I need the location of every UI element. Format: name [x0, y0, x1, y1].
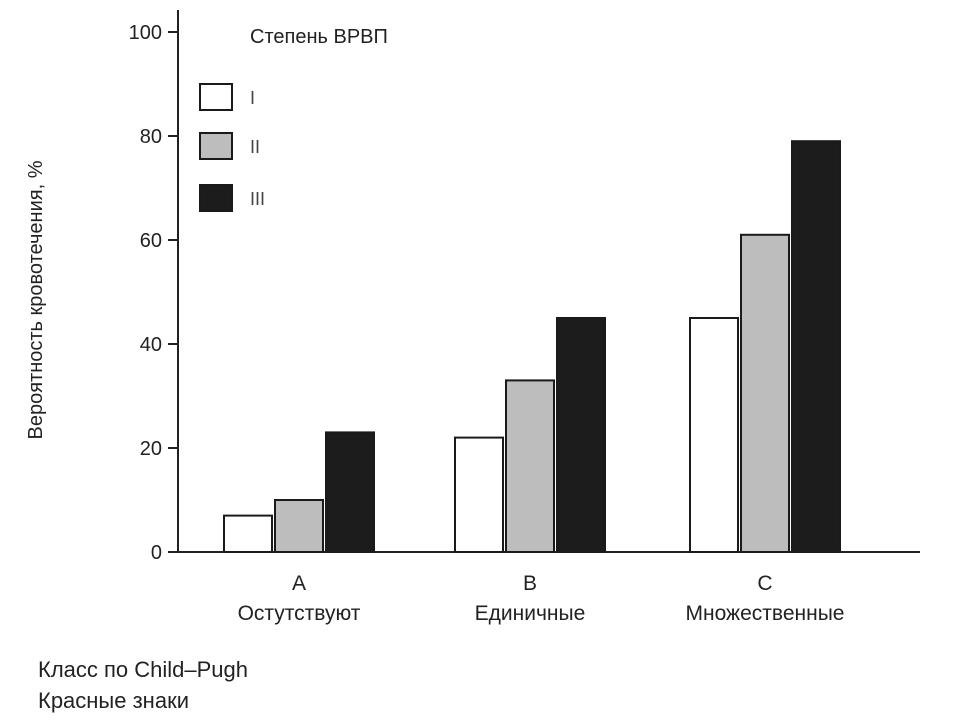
- y-tick-label: 100: [129, 22, 162, 44]
- bars: A Остутствуют B Единичные C Множественные: [223, 140, 845, 625]
- category-name: Единичные: [475, 602, 586, 625]
- legend-swatch-iii: [199, 184, 233, 212]
- bar-a-iii: [325, 431, 375, 553]
- y-tick-label: 0: [151, 542, 162, 564]
- bar-b-i: [454, 436, 504, 554]
- legend-swatch-i: [199, 83, 233, 111]
- category-name: Множественные: [686, 602, 845, 625]
- category-letter: C: [757, 572, 772, 595]
- y-tick-label: 80: [140, 126, 162, 148]
- bar-b-ii: [505, 379, 555, 553]
- category-letter: A: [292, 572, 306, 595]
- bar-c-ii: [740, 233, 790, 554]
- y-tick-label: 60: [140, 230, 162, 252]
- y-tick-label: 20: [140, 438, 162, 460]
- legend-label: I: [250, 88, 255, 108]
- bar-b-iii: [556, 317, 606, 553]
- y-tick-label: 40: [140, 334, 162, 356]
- legend-swatch-ii: [199, 132, 233, 160]
- y-axis-label: Вероятность кровотечения, %: [25, 160, 47, 439]
- bar-c-iii: [791, 140, 841, 553]
- category-letter: B: [523, 572, 537, 595]
- bar-c-i: [689, 317, 739, 553]
- legend-label: II: [250, 137, 260, 157]
- legend-title: Степень ВРВП: [250, 26, 388, 48]
- bar-a-i: [223, 514, 273, 553]
- legend-label: III: [250, 189, 265, 209]
- category-name: Остутствуют: [238, 602, 361, 625]
- bar-a-ii: [274, 499, 324, 553]
- footnote-child-pugh: Класс по Child–Pugh: [38, 657, 249, 682]
- footnote-red-signs: Красные знаки: [38, 688, 189, 713]
